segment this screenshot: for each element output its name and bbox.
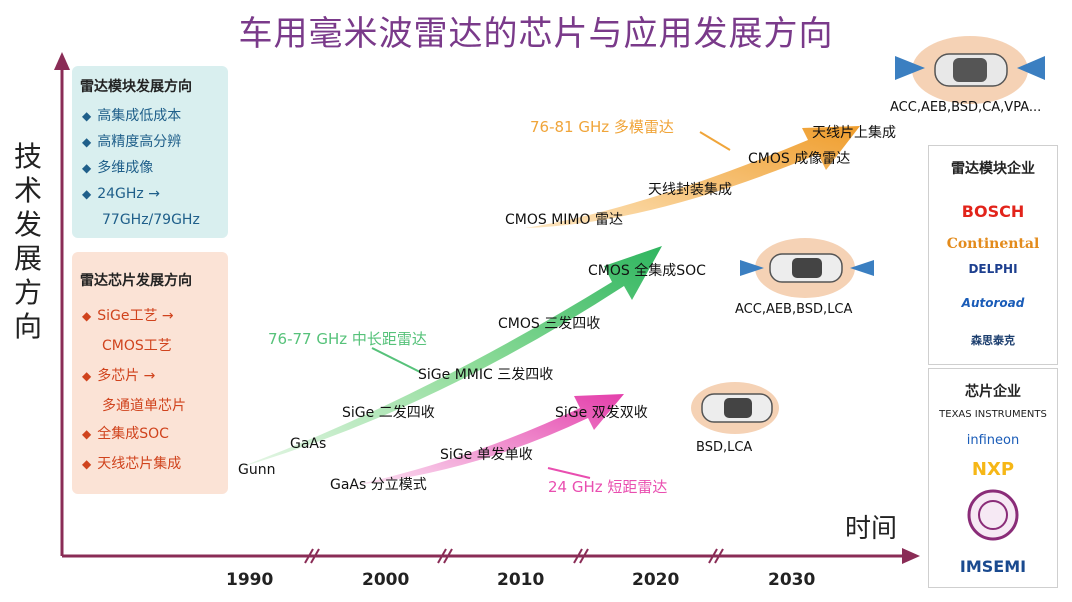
car-caption-middle: ACC,AEB,BSD,LCA <box>735 302 853 317</box>
orange-band-leader <box>699 131 731 151</box>
car-icon-middle <box>740 238 874 298</box>
green-arrow-label: GaAs <box>290 436 327 452</box>
chip-item: ◆ 天线芯片集成 <box>82 456 182 472</box>
chip-companies-panel: 芯片企业 TEXAS INSTRUMENTS infineon NXP IMSE… <box>928 368 1058 588</box>
chip-companies-title: 芯片企业 <box>965 384 1021 400</box>
module-item: ◆ 高精度高分辨 <box>82 134 182 150</box>
green-arrow-label: SiGe 二发四收 <box>342 405 435 421</box>
diamond-icon: ◆ <box>82 187 92 201</box>
ti-logo: TEXAS INSTRUMENTS <box>939 409 1047 420</box>
module-box-title: 雷达模块发展方向 <box>80 79 192 95</box>
imsemi-logo: IMSEMI <box>959 557 1027 576</box>
year-tick: 2020 <box>632 570 680 590</box>
chip-item: CMOS工艺 <box>102 338 172 354</box>
module-item: 77GHz/79GHz <box>102 212 200 228</box>
wut-logo: 森思泰克 <box>971 334 1015 347</box>
y-axis-label: 技术发展方向 <box>13 140 42 343</box>
year-tick: 2010 <box>497 570 545 590</box>
green-band-label: 76-77 GHz 中长距雷达 <box>268 330 427 348</box>
bosch-logo: BOSCH <box>961 202 1025 221</box>
pink-arrow-label: GaAs 分立模式 <box>330 477 427 493</box>
module-item: ◆ 多维成像 <box>82 160 154 176</box>
module-companies-title: 雷达模块企业 <box>951 161 1035 177</box>
diamond-icon: ◆ <box>82 369 92 383</box>
infineon-logo: infineon <box>966 433 1020 448</box>
module-companies-panel: 雷达模块企业 BOSCH Continental DELPHI Autoroad… <box>928 145 1058 365</box>
green-arrow-label: CMOS 三发四收 <box>498 316 601 332</box>
university-seal-icon <box>967 489 1019 541</box>
chip-box-title: 雷达芯片发展方向 <box>80 273 192 289</box>
orange-arrow-label: 天线封装集成 <box>648 182 732 198</box>
y-axis-arrowhead <box>54 52 70 70</box>
year-tick: 1990 <box>226 570 274 590</box>
orange-arrow-label: CMOS 成像雷达 <box>748 151 851 167</box>
green-arrow <box>238 246 662 468</box>
chip-item: 多通道单芯片 <box>102 398 186 414</box>
axis-break-marks <box>304 548 724 564</box>
diamond-icon: ◆ <box>82 457 92 471</box>
autoroad-logo: Autoroad <box>961 296 1025 310</box>
green-band-leader <box>371 347 421 373</box>
delphi-logo: DELPHI <box>968 262 1018 276</box>
chip-item: ◆ 多芯片 → <box>82 368 156 384</box>
x-axis-label: 时间 <box>845 514 898 544</box>
pink-band-label: 24 GHz 短距雷达 <box>548 478 668 496</box>
module-direction-box: 雷达模块发展方向 ◆ 高集成低成本 ◆ 高精度高分辨 ◆ 多维成像 ◆ 24GHz → … <box>72 66 228 238</box>
diamond-icon: ◆ <box>82 109 92 123</box>
orange-arrow <box>525 126 860 228</box>
orange-band-label: 76-81 GHz 多模雷达 <box>530 118 674 136</box>
chip-item: ◆ 全集成SOC <box>82 426 169 442</box>
orange-arrow-label: CMOS MIMO 雷达 <box>505 212 623 228</box>
year-tick: 2000 <box>362 570 410 590</box>
diamond-icon: ◆ <box>82 427 92 441</box>
diamond-icon: ◆ <box>82 135 92 149</box>
car-caption-top: ACC,AEB,BSD,CA,VPA... <box>890 100 1042 115</box>
diamond-icon: ◆ <box>82 161 92 175</box>
pink-band-leader <box>547 467 591 479</box>
car-icon-bottom <box>691 382 779 434</box>
green-arrow-label: Gunn <box>238 462 276 478</box>
nxp-logo: NXP <box>971 459 1015 480</box>
pink-arrow <box>355 394 624 485</box>
module-item: ◆ 24GHz → <box>82 186 160 202</box>
x-axis-arrowhead <box>902 548 920 564</box>
module-item: ◆ 高集成低成本 <box>82 108 182 124</box>
green-arrow-label: SiGe MMIC 三发四收 <box>418 367 554 383</box>
pink-arrow-label: SiGe 双发双收 <box>555 405 648 421</box>
diamond-icon: ◆ <box>82 309 92 323</box>
car-caption-bottom: BSD,LCA <box>696 440 753 455</box>
chip-direction-box: 雷达芯片发展方向 ◆ SiGe工艺 → CMOS工艺 ◆ 多芯片 → 多通道单芯片 … <box>72 252 228 494</box>
year-tick: 2030 <box>768 570 816 590</box>
page-title: 车用毫米波雷达的芯片与应用发展方向 <box>238 14 834 54</box>
green-arrow-label: CMOS 全集成SOC <box>588 263 706 279</box>
chip-item: ◆ SiGe工艺 → <box>82 308 174 324</box>
orange-arrow-label: 天线片上集成 <box>812 125 896 141</box>
car-icon-top <box>895 36 1045 104</box>
continental-logo: Continental <box>946 236 1040 252</box>
pink-arrow-label: SiGe 单发单收 <box>440 447 533 463</box>
